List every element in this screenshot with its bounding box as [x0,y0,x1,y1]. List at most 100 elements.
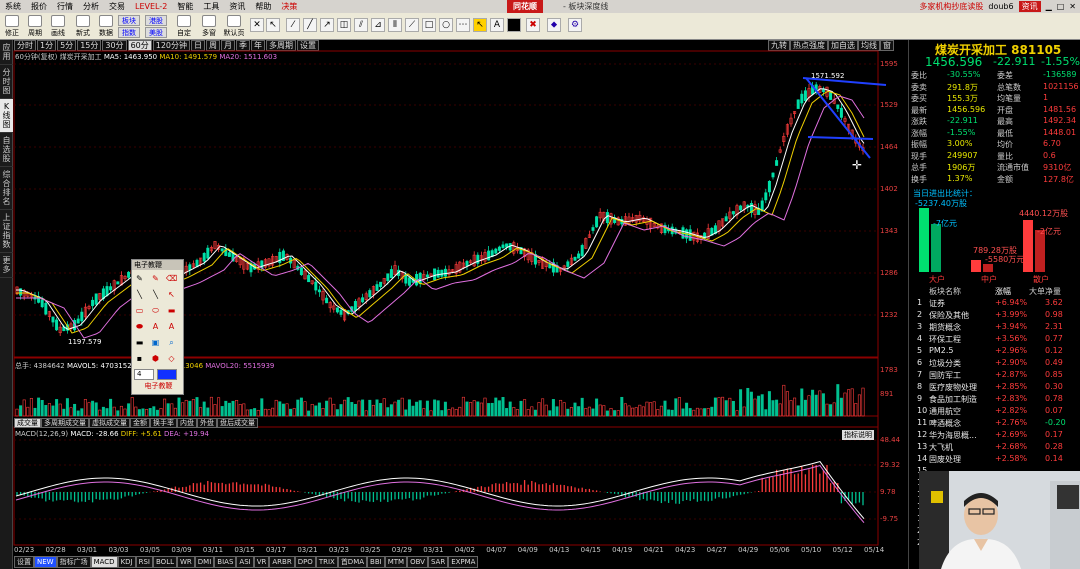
indicator-tab[interactable]: ARBR [269,556,295,568]
board-button[interactable]: 板块 [118,15,140,26]
indicator-tab[interactable]: RSI [135,556,153,568]
header-board-name[interactable]: 板块名称 [929,287,961,296]
volume-tab[interactable]: 成交量 [14,418,41,428]
circle-icon[interactable]: ○ [439,18,453,32]
segment-icon[interactable]: ⁄ [286,18,300,32]
indicator-tab[interactable]: TRIX [315,556,338,568]
user-name[interactable]: doub6 [988,2,1014,11]
pen-size-select[interactable]: 4 [134,369,154,380]
volume-tab[interactable]: 多周期成交量 [41,418,89,428]
text-style-icon[interactable]: A [168,322,175,331]
board-row[interactable]: 14 固废处理 +2.58% 0.14 [911,454,1079,466]
sidebar-item-kline[interactable]: K线图 [0,99,13,133]
board-row[interactable]: 1 证券 +6.94% 3.62 [911,298,1079,310]
sidebar-item-timeshare[interactable]: 分时图 [0,65,13,99]
indicator-tab[interactable]: 指标广场 [56,556,91,568]
toolbar-home-button[interactable]: 默认页 [223,15,245,38]
indicator-tab[interactable]: MTM [384,556,408,568]
ellipse-fill-icon[interactable]: ⬬ [136,322,143,331]
line-tool-icon[interactable]: ╲ [153,290,158,299]
shape-icon[interactable]: ◇ [168,354,175,363]
pointer-icon[interactable]: ↖ [266,18,280,32]
indicator-tab[interactable]: VR [253,556,270,568]
us-stock-button[interactable]: 美股 [145,27,167,38]
indicator-help-button[interactable]: 指标说明 [842,430,874,440]
header-change[interactable]: 涨幅 [995,287,1011,296]
menu-help[interactable]: 帮助 [255,2,272,11]
sidebar-item-more[interactable]: 更多 [0,253,13,278]
volume-tab[interactable]: 虚拟成交量 [89,418,130,428]
ellipse-outline-icon[interactable]: ⬭ [152,306,159,315]
board-row[interactable]: 3 期货概念 +3.94% 2.31 [911,322,1079,334]
menu-decision[interactable]: 决策 [281,2,298,11]
indicator-tab[interactable]: 设置 [14,556,34,568]
select-tool-icon[interactable]: ↖ [473,18,487,32]
indicator-tab[interactable]: SAR [427,556,449,568]
menu-trade[interactable]: 交易 [109,2,125,11]
sidebar-item-ranking[interactable]: 综合排名 [0,167,13,210]
news-button[interactable]: 资讯 [1018,1,1041,12]
volume-tab[interactable]: 换手率 [150,418,177,428]
maximize-icon[interactable]: □ [1056,2,1065,11]
board-row[interactable]: 2 保险及其他 +3.99% 0.98 [911,310,1079,322]
line-icon[interactable]: ╱ [303,18,317,32]
indicator-tab[interactable]: DPO [294,556,316,568]
menu-market[interactable]: 行情 [57,2,73,11]
drawn-bottom-line[interactable] [807,136,874,140]
board-row[interactable]: 6 垃圾分类 +2.90% 0.49 [911,358,1079,370]
eraser-icon[interactable]: ⌫ [166,274,178,283]
screen-icon[interactable]: ▣ [151,338,160,347]
toolbar-draw-button[interactable]: 画线 [47,15,69,38]
text-tool-icon[interactable]: A [490,18,504,32]
indicator-tab[interactable]: KDJ [117,556,136,568]
arrow-tool-icon[interactable]: ↖ [168,290,175,299]
indicator-tab[interactable]: ASI [236,556,254,568]
color-swatch-icon[interactable] [507,18,521,32]
ad-link[interactable]: 多家机构抄底读股 [919,2,984,11]
toolbar-fix-button[interactable]: 修正 [1,15,23,38]
toolbar-multiwin-button[interactable]: 多窗 [198,15,220,38]
toolbar-data-button[interactable]: 数据 [95,15,117,38]
box-icon[interactable]: □ [422,18,436,32]
menu-quote[interactable]: 报价 [31,2,47,11]
zoom-icon[interactable]: ⌕ [169,338,174,347]
pen-color-select[interactable] [157,369,177,380]
board-row[interactable]: 5 PM2.5 +2.96% 0.12 [911,346,1079,358]
indicator-tab[interactable]: BBI [367,556,385,568]
volume-tab[interactable]: 盘后成交量 [217,418,258,428]
hk-stock-button[interactable]: 港股 [145,15,167,26]
sidebar-item-watchlist[interactable]: 自选股 [0,133,13,167]
sidebar-item-apps[interactable]: 应用 [0,40,13,65]
board-row[interactable]: 15 [911,466,1079,478]
minimize-icon[interactable]: ▁ [1045,2,1052,11]
more-icon[interactable]: ⋯ [456,18,470,32]
toolbar-custom-button[interactable]: 自定 [173,15,195,38]
menu-news[interactable]: 资讯 [229,2,246,11]
indicator-tab[interactable]: BOLL [153,556,177,568]
tab-window[interactable]: 窗 [880,40,894,51]
red-pen-icon[interactable]: ✎ [152,274,159,283]
ray-icon[interactable]: ↗ [320,18,334,32]
line-thick-icon[interactable]: ▬ [135,338,144,347]
text-a-icon[interactable]: A [152,322,159,331]
indicator-tab[interactable]: BIAS [214,556,237,568]
period-line-icon[interactable]: ⦀ [388,18,402,32]
drawn-top-line[interactable] [802,77,887,86]
menu-tools[interactable]: 工具 [203,2,220,11]
fan-icon[interactable]: ⟋ [405,18,419,32]
board-row[interactable]: 8 医疗废物处理 +2.85% 0.30 [911,382,1079,394]
stamp-icon[interactable]: ⬥ [547,18,561,32]
close-draw-icon[interactable]: ✕ [250,18,264,32]
board-row[interactable]: 11 啤酒概念 +2.76% -0.20 [911,418,1079,430]
pen-icon[interactable]: ✎ [136,274,143,283]
board-row[interactable]: 12 华为海思概... +2.69% 0.17 [911,430,1079,442]
board-row[interactable]: 10 通用航空 +2.82% 0.07 [911,406,1079,418]
indicator-tab[interactable]: 首DMA [337,556,368,568]
close-icon[interactable]: ✕ [1069,2,1076,11]
board-row[interactable]: 13 大飞机 +2.68% 0.28 [911,442,1079,454]
delete-icon[interactable]: ✖ [526,18,540,32]
indicator-tab[interactable]: WR [177,556,195,568]
drawing-palette-dialog[interactable]: 电子教鞭 ✎ ✎ ⌫ ╲ ╲ ↖ ▭ ⬭ ▬ ⬬ A A ▬ ▣ ⌕ ▪ ⬢ ◇… [131,259,184,395]
save-icon[interactable]: ▪ [136,354,143,363]
volume-tab[interactable]: 金额 [130,418,150,428]
